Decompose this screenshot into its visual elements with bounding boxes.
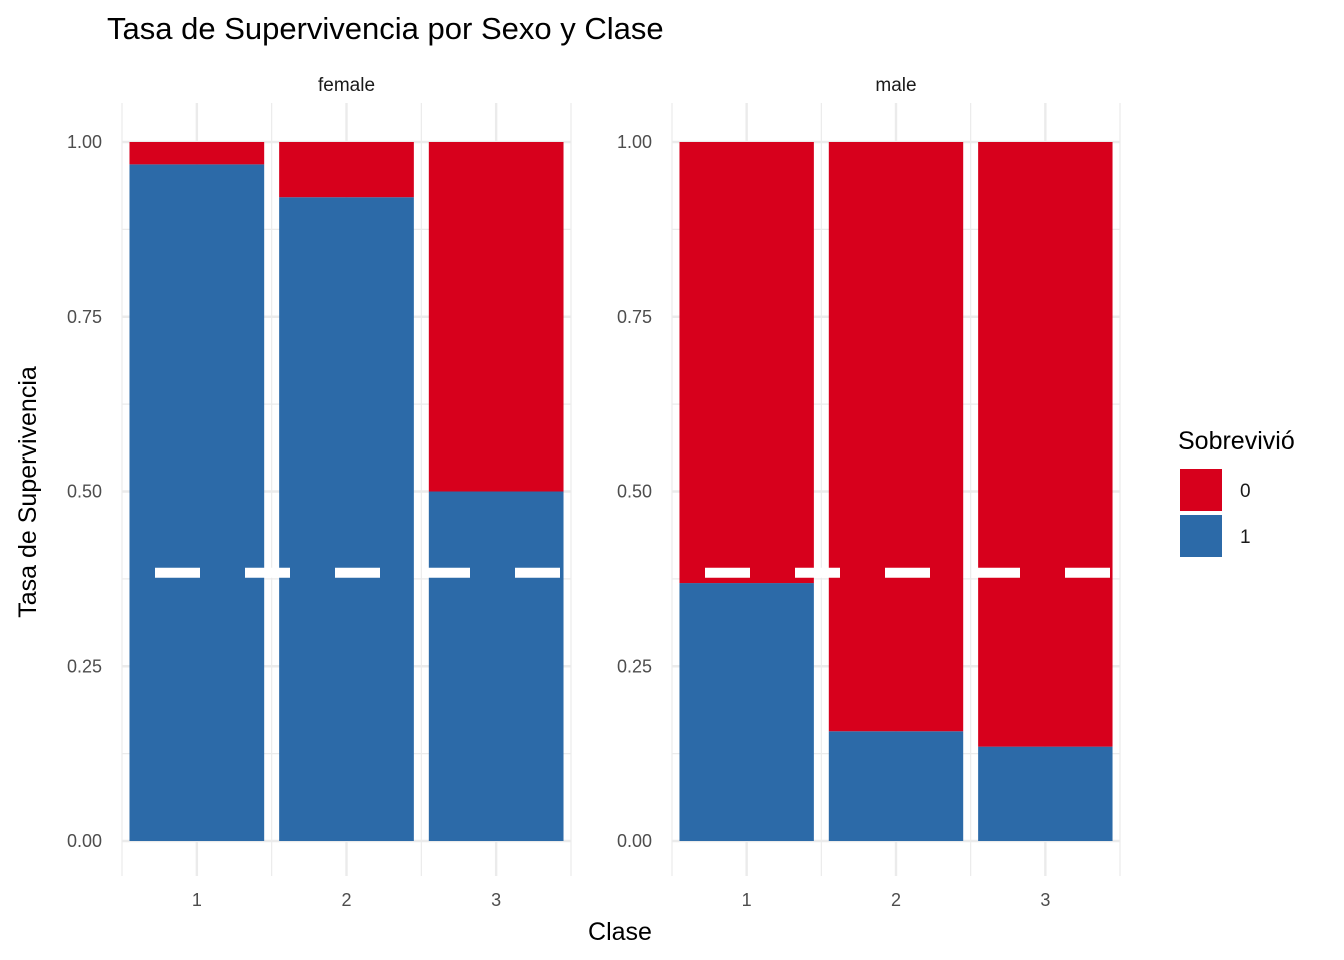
facet-panels: female 0.00 0.25 0.50 0.75 1.00 1 2 3 male 0.00 0.2… — [67, 75, 1121, 910]
x-tick-label: 2 — [891, 890, 901, 910]
bar-female-class3-survived0 — [428, 142, 564, 492]
x-tick-label: 3 — [1040, 890, 1050, 910]
legend-label-0: 0 — [1240, 481, 1251, 502]
x-tick-label: 1 — [742, 890, 752, 910]
legend: Sobrevivió 0 1 — [1178, 427, 1295, 557]
legend-key-1 — [1180, 515, 1222, 557]
bar-male-class3-survived0 — [978, 142, 1113, 747]
x-tick-label: 1 — [192, 890, 202, 910]
y-tick-label: 0.75 — [67, 307, 102, 327]
y-tick-label: 0.50 — [617, 482, 652, 502]
bar-female-class2-survived1 — [279, 197, 414, 841]
x-tick-label: 2 — [341, 890, 351, 910]
y-tick-label: 0.25 — [67, 656, 102, 676]
bar-male-class1-survived0 — [679, 142, 814, 584]
bar-female-class1-survived1 — [129, 164, 265, 842]
bar-male-class2-survived1 — [828, 731, 964, 841]
bar-female-class3-survived1 — [428, 491, 564, 841]
y-tick-label: 0.00 — [67, 831, 102, 851]
y-tick-label: 1.00 — [67, 132, 102, 152]
y-tick-label: 1.00 — [617, 132, 652, 152]
y-tick-label: 0.25 — [617, 656, 652, 676]
chart-title: Tasa de Supervivencia por Sexo y Clase — [107, 11, 664, 46]
legend-title: Sobrevivió — [1178, 427, 1295, 455]
legend-label-1: 1 — [1240, 527, 1251, 548]
y-tick-label: 0.50 — [67, 482, 102, 502]
y-tick-label: 0.75 — [617, 307, 652, 327]
y-axis-title: Tasa de Supervivencia — [14, 366, 42, 618]
bar-female-class2-survived0 — [279, 142, 414, 198]
y-tick-label: 0.00 — [617, 831, 652, 851]
facet-label-female: female — [318, 75, 375, 96]
bar-female-class1-survived0 — [129, 142, 265, 165]
bar-male-class1-survived1 — [679, 583, 814, 841]
x-tick-label: 3 — [491, 890, 501, 910]
legend-key-0 — [1180, 469, 1222, 511]
bar-male-class3-survived1 — [978, 746, 1113, 841]
bar-male-class2-survived0 — [828, 142, 964, 732]
facet-panel-female: female 0.00 0.25 0.50 0.75 1.00 1 2 3 — [67, 75, 572, 910]
x-axis-title: Clase — [588, 918, 652, 946]
facet-label-male: male — [875, 75, 916, 96]
facet-panel-male: male 0.00 0.25 0.50 0.75 1.00 1 2 3 — [617, 75, 1121, 910]
